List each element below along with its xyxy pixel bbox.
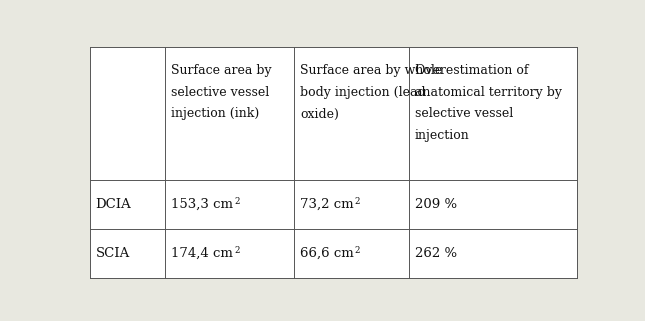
Text: 2: 2 [355, 247, 361, 256]
Text: 153,3 cm: 153,3 cm [171, 198, 233, 211]
Text: SCIA: SCIA [95, 247, 130, 260]
Text: 73,2 cm: 73,2 cm [300, 198, 353, 211]
Text: Overestimation of
anatomical territory by
selective vessel
injection: Overestimation of anatomical territory b… [415, 65, 562, 142]
Text: DCIA: DCIA [95, 198, 132, 211]
Text: Surface area by
selective vessel
injection (ink): Surface area by selective vessel injecti… [171, 65, 272, 120]
Text: 174,4 cm: 174,4 cm [171, 247, 233, 260]
Text: 66,6 cm: 66,6 cm [300, 247, 354, 260]
Text: 2: 2 [234, 197, 239, 206]
Text: 209 %: 209 % [415, 198, 457, 211]
Text: 262 %: 262 % [415, 247, 457, 260]
Text: Surface area by whole
body injection (lead
oxide): Surface area by whole body injection (le… [300, 65, 442, 120]
Text: 2: 2 [355, 197, 361, 206]
Text: 2: 2 [234, 247, 239, 256]
